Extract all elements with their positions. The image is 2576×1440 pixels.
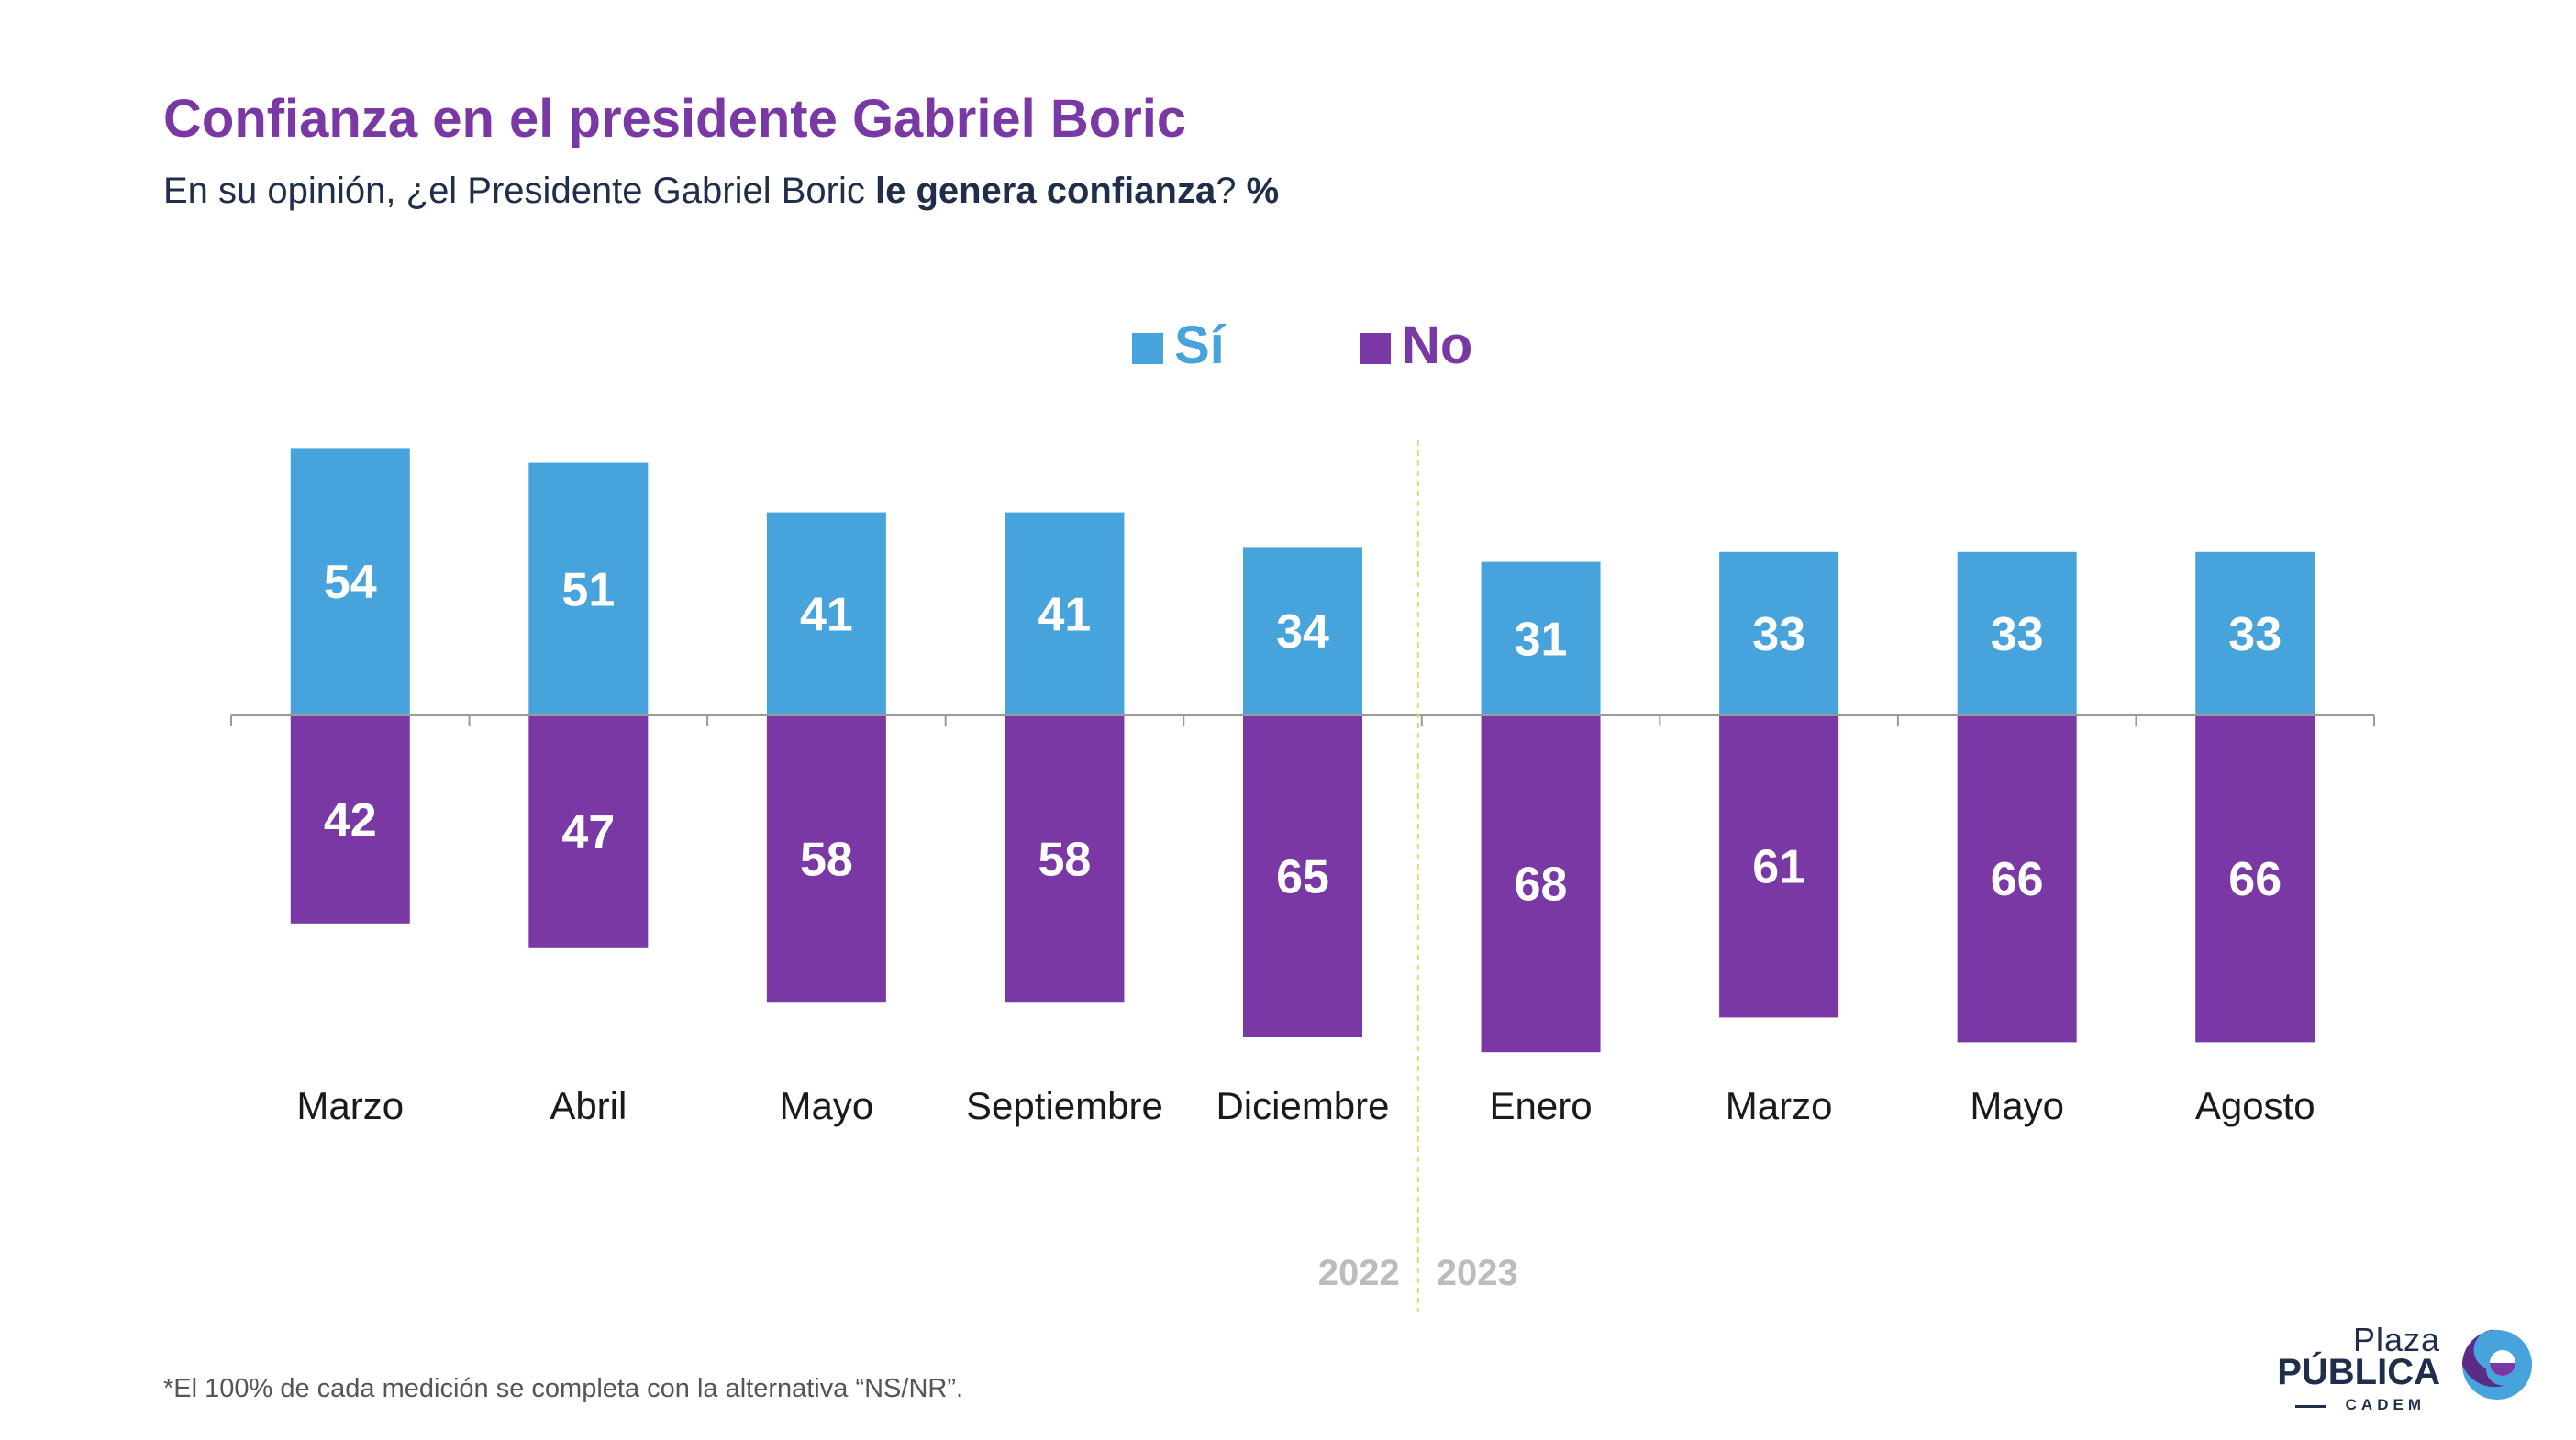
x-tick-label: Septiembre <box>966 1084 1163 1127</box>
bar-no <box>1005 715 1125 1003</box>
logo-text-plaza: Plaza <box>2352 1321 2440 1358</box>
data-label-no: 47 <box>561 806 615 859</box>
data-label-no: 65 <box>1276 851 1329 904</box>
data-label-si: 41 <box>1038 588 1092 641</box>
bar-no <box>1957 715 2077 1043</box>
x-tick-label: Mayo <box>1970 1084 2064 1127</box>
data-label-si: 41 <box>800 588 853 641</box>
bar-si <box>1243 547 1362 715</box>
legend-swatch-si <box>1132 333 1163 364</box>
subtitle-emphasis: le genera confianza <box>874 171 1216 211</box>
subtitle-unit: % <box>1246 171 1280 211</box>
data-label-no: 58 <box>1038 834 1092 887</box>
data-label-no: 66 <box>2228 853 2282 906</box>
year-label-2022: 2022 <box>1318 1253 1400 1293</box>
plaza-publica-cadem-logo: Plaza PÚBLICA CADEM <box>2275 1319 2541 1429</box>
bar-no <box>2195 715 2315 1043</box>
subtitle-end: ? <box>1216 171 1247 211</box>
data-label-si: 33 <box>1752 608 1805 661</box>
chart-title: Confianza en el presidente Gabriel Boric <box>163 89 1187 149</box>
logo-underline <box>2295 1405 2326 1408</box>
x-tick-label: Mayo <box>780 1084 874 1127</box>
bar-si <box>290 448 410 715</box>
data-label-si: 51 <box>561 563 615 616</box>
year-label-2023: 2023 <box>1437 1253 1518 1293</box>
data-label-si: 34 <box>1276 605 1329 659</box>
bar-si <box>766 512 886 715</box>
logo-swirl-icon <box>2462 1329 2532 1400</box>
chart-subtitle: En su opinión, ¿el Presidente Gabriel Bo… <box>163 171 1279 212</box>
bar-no <box>1481 715 1601 1053</box>
bar-no <box>766 715 886 1003</box>
legend-label-no: No <box>1402 316 1472 375</box>
data-label-no: 61 <box>1752 841 1805 894</box>
bar-si <box>1481 561 1601 715</box>
data-label-si: 33 <box>1991 608 2044 661</box>
legend-label-si: Sí <box>1174 316 1227 375</box>
data-label-no: 58 <box>800 834 853 887</box>
data-label-no: 66 <box>1991 853 2044 906</box>
logo-text-publica: PÚBLICA <box>2277 1352 2440 1392</box>
legend-swatch-no <box>1360 333 1391 364</box>
x-tick-label: Marzo <box>1726 1084 1833 1127</box>
bar-no <box>528 715 649 948</box>
bar-no <box>1719 715 1839 1018</box>
bar-no <box>1243 715 1362 1037</box>
data-label-si: 31 <box>1515 613 1568 666</box>
x-tick-label: Enero <box>1490 1084 1593 1127</box>
subtitle-text: En su opinión, ¿el Presidente Gabriel Bo… <box>163 171 875 211</box>
x-tick-label: Marzo <box>296 1084 404 1127</box>
x-tick-label: Agosto <box>2195 1084 2315 1127</box>
bar-chart: Sí No 54 42 Marzo 51 47 Abril 41 58 Mayo 41 58 Septie… <box>230 316 2375 1312</box>
bar-si <box>528 462 649 715</box>
footnote: *El 100% de cada medición se completa co… <box>163 1374 964 1403</box>
x-tick-label: Abril <box>550 1084 627 1127</box>
data-label-si: 33 <box>2228 608 2282 661</box>
bar-si <box>1719 551 1839 715</box>
data-label-no: 42 <box>324 793 377 847</box>
bar-si <box>1005 512 1125 715</box>
x-tick-label: Diciembre <box>1216 1084 1389 1127</box>
bar-si <box>2195 551 2315 715</box>
data-label-no: 68 <box>1515 858 1568 912</box>
data-label-si: 54 <box>324 556 377 609</box>
bar-si <box>1957 551 2077 715</box>
logo-text-cadem: CADEM <box>2345 1396 2426 1413</box>
bar-no <box>290 715 410 924</box>
